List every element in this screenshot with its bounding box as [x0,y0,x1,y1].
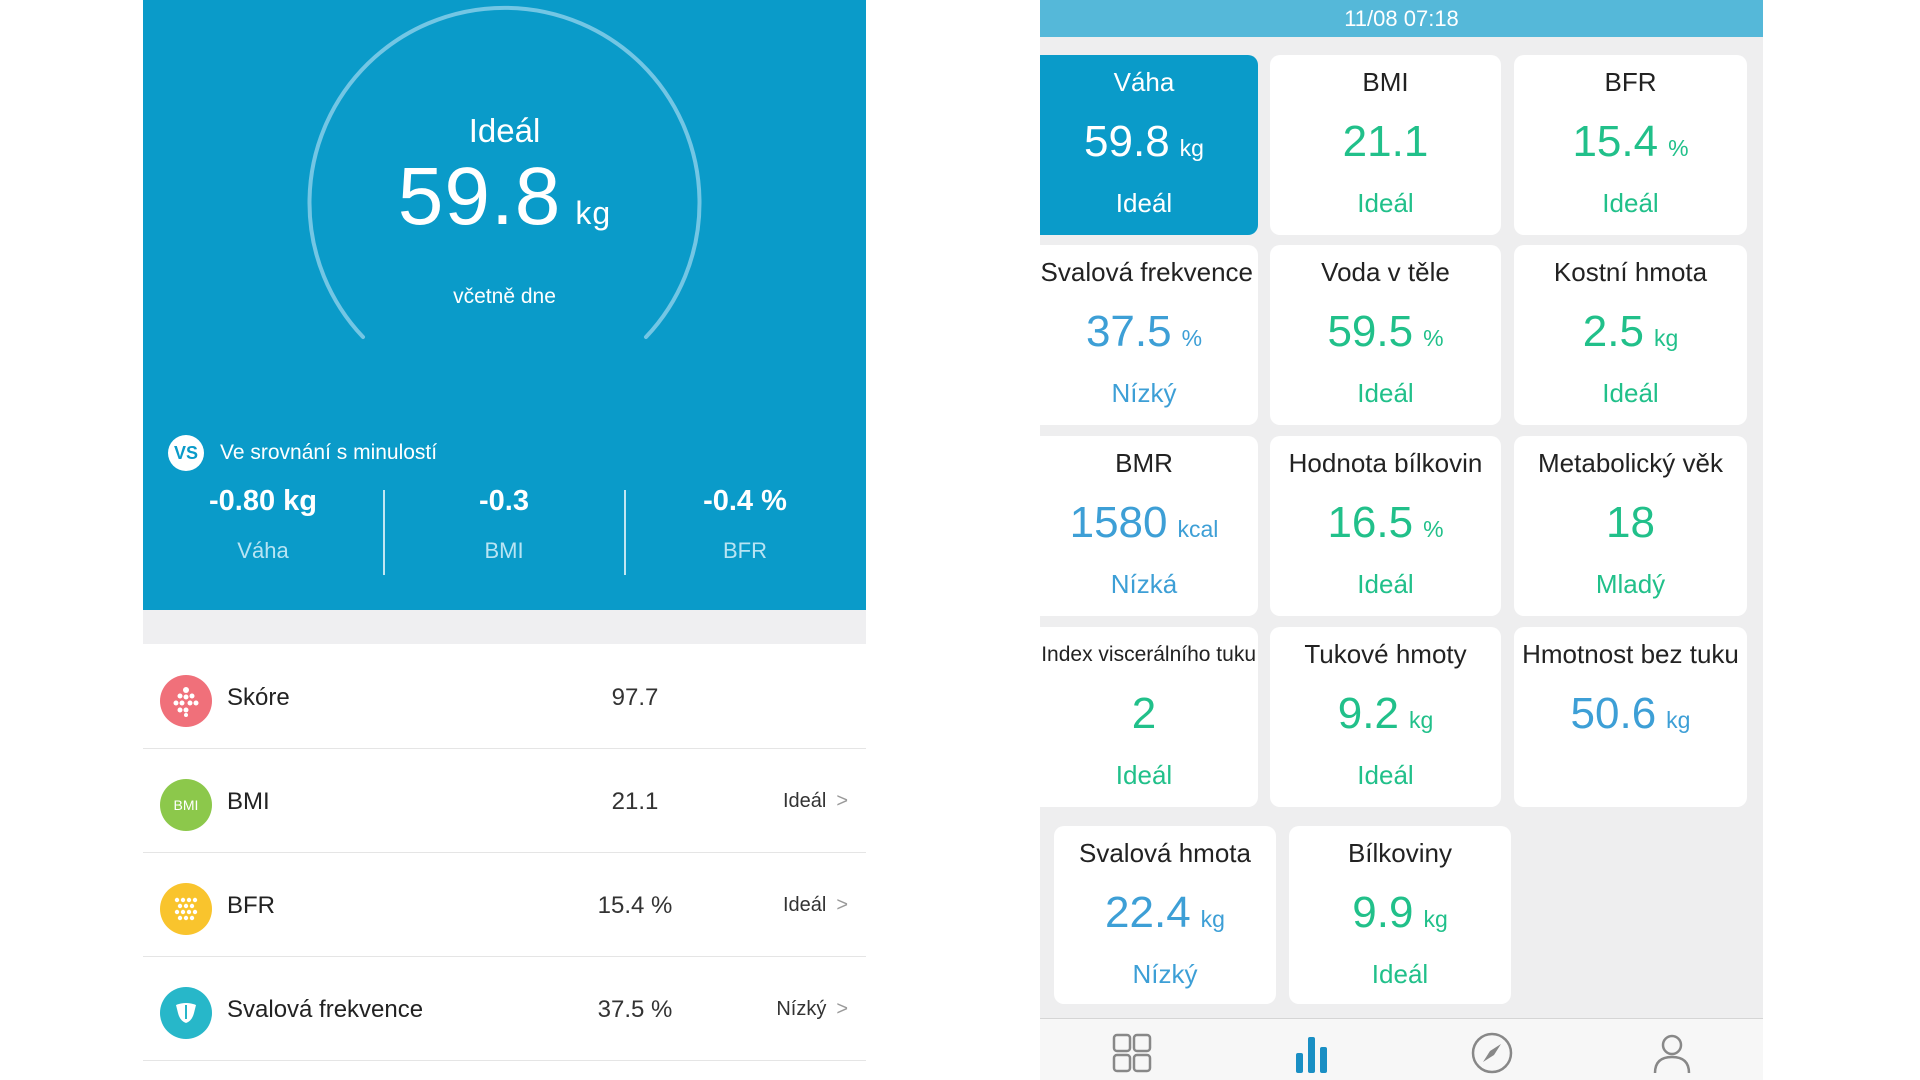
tile-visceral-fat[interactable]: Index viscerálního tuku 2 Ideál [1040,627,1258,807]
weight-status: Ideál [143,112,866,150]
weight-summary-card: Ideál 59.8 kg včetně dne VS Ve srovnání s… [143,0,866,610]
comparison-bfr: -0.4 % BFR [625,485,865,564]
compass-icon[interactable] [1470,1031,1514,1075]
tile-status: Nízký [1054,959,1276,990]
tile-value: 59.5% [1270,307,1501,357]
tile-lean-mass[interactable]: Hmotnost bez tuku 50.6 kg [1514,627,1747,807]
tile-status: Nízký [1040,378,1258,409]
tile-title: BFR [1514,67,1747,98]
tile-value: 2 [1040,689,1258,739]
list-row-muscle-rate[interactable]: Svalová frekvence 37.5 % Nízký > [143,956,866,1061]
tile-bfr[interactable]: BFR 15.4% Ideál [1514,55,1747,235]
tile-body-water[interactable]: Voda v těle 59.5% Ideál [1270,245,1501,425]
row-status: Nízký > [776,998,848,1021]
tile-status: Mladý [1514,569,1747,600]
tile-title: Hodnota bílkovin [1270,448,1501,479]
list-row-bfr[interactable]: BFR 15.4 % Ideál > [143,852,866,957]
tile-value: 50.6 kg [1514,689,1747,739]
tile-title: Svalová hmota [1054,838,1276,869]
tile-status: Ideál [1040,760,1258,791]
row-label: BFR [227,892,275,920]
tile-value: 2.5 kg [1514,307,1747,357]
tile-value: 59.8 kg [1040,117,1258,167]
tile-protein-value[interactable]: Hodnota bílkovin 16.5% Ideál [1270,436,1501,616]
tile-protein[interactable]: Bílkoviny 9.9 kg Ideál [1289,826,1511,1004]
tile-value: 9.9 kg [1289,888,1511,938]
tile-fat-mass[interactable]: Tukové hmoty 9.2 kg Ideál [1270,627,1501,807]
tile-metabolic-age[interactable]: Metabolický věk 18 Mladý [1514,436,1747,616]
left-screen: Ideál 59.8 kg včetně dne VS Ve srovnání s… [143,0,866,1080]
tile-status: Ideál [1270,569,1501,600]
comparison-label: Ve srovnání s minulostí [220,441,437,465]
row-label: Svalová frekvence [227,996,423,1024]
tile-title: BMI [1270,67,1501,98]
grid-icon[interactable] [1110,1031,1154,1075]
row-value: 15.4 % [535,892,735,920]
tile-value: 9.2 kg [1270,689,1501,739]
tile-status: Ideál [1270,378,1501,409]
row-label: Skóre [227,684,290,712]
list-row-bmi[interactable]: BMI BMI 21.1 Ideál > [143,748,866,853]
tile-value: 1580 kcal [1040,498,1258,548]
row-label: BMI [227,788,270,816]
tile-status: Ideál [1270,188,1501,219]
tile-status: Ideál [1040,188,1258,219]
section-separator [143,610,866,644]
tile-value: 37.5% [1040,307,1258,357]
bmi-icon: BMI [160,779,212,831]
row-value: 21.1 [535,788,735,816]
tile-value: 15.4% [1514,117,1747,167]
tile-title: Metabolický věk [1514,448,1747,479]
tile-title: Bílkoviny [1289,838,1511,869]
bar-chart-icon[interactable] [1290,1031,1334,1075]
tile-title: Index viscerálního tuku [1040,643,1256,667]
tile-bmi[interactable]: BMI 21.1 Ideál [1270,55,1501,235]
bottom-tab-bar [1040,1018,1763,1080]
tile-value: 21.1 [1270,117,1501,167]
comparison-header: VS Ve srovnání s minulostí [168,435,437,471]
tile-status: Ideál [1289,959,1511,990]
muscle-icon [160,987,212,1039]
tile-value: 22.4 kg [1054,888,1276,938]
tile-title: Kostní hmota [1514,257,1747,288]
tile-title: Hmotnost bez tuku [1514,639,1747,670]
list-row-score[interactable]: Skóre 97.7 [143,644,866,749]
weight-unit: kg [575,195,611,231]
tile-title: Svalová frekvence [1040,257,1253,288]
tile-title: Tukové hmoty [1270,639,1501,670]
comparison-weight: -0.80 kg Váha [143,485,383,564]
tile-status: Ideál [1514,378,1747,409]
tile-value: 16.5% [1270,498,1501,548]
weight-subtitle: včetně dne [143,285,866,309]
tile-status: Nízká [1040,569,1258,600]
measurement-date: 11/08 07:18 [1040,0,1763,37]
vs-icon: VS [168,435,204,471]
right-screen: 11/08 07:18 Váha 59.8 kg Ideál BMI 21.1 I… [1040,0,1763,1080]
tile-weight[interactable]: Váha 59.8 kg Ideál [1040,55,1258,235]
chevron-right-icon: > [836,790,848,812]
tile-bmr[interactable]: BMR 1580 kcal Nízká [1040,436,1258,616]
tile-value: 18 [1514,498,1747,548]
chevron-right-icon: > [836,998,848,1020]
tile-title: Váha [1040,67,1258,98]
tile-title: BMR [1040,448,1258,479]
tile-muscle-rate[interactable]: Svalová frekvence 37.5% Nízký [1040,245,1258,425]
row-status: Ideál > [783,894,848,917]
tile-bone-mass[interactable]: Kostní hmota 2.5 kg Ideál [1514,245,1747,425]
profile-icon[interactable] [1650,1031,1694,1075]
chevron-right-icon: > [836,894,848,916]
tile-title: Voda v těle [1270,257,1501,288]
weight-value: 59.8 kg [143,150,866,244]
tile-muscle-mass[interactable]: Svalová hmota 22.4 kg Nízký [1054,826,1276,1004]
comparison-bmi: -0.3 BMI [384,485,624,564]
row-value: 37.5 % [535,996,735,1024]
tile-status: Ideál [1270,760,1501,791]
score-icon [160,675,212,727]
bfr-icon [160,883,212,935]
row-status: Ideál > [783,790,848,813]
row-value: 97.7 [535,684,735,712]
tile-status: Ideál [1514,188,1747,219]
